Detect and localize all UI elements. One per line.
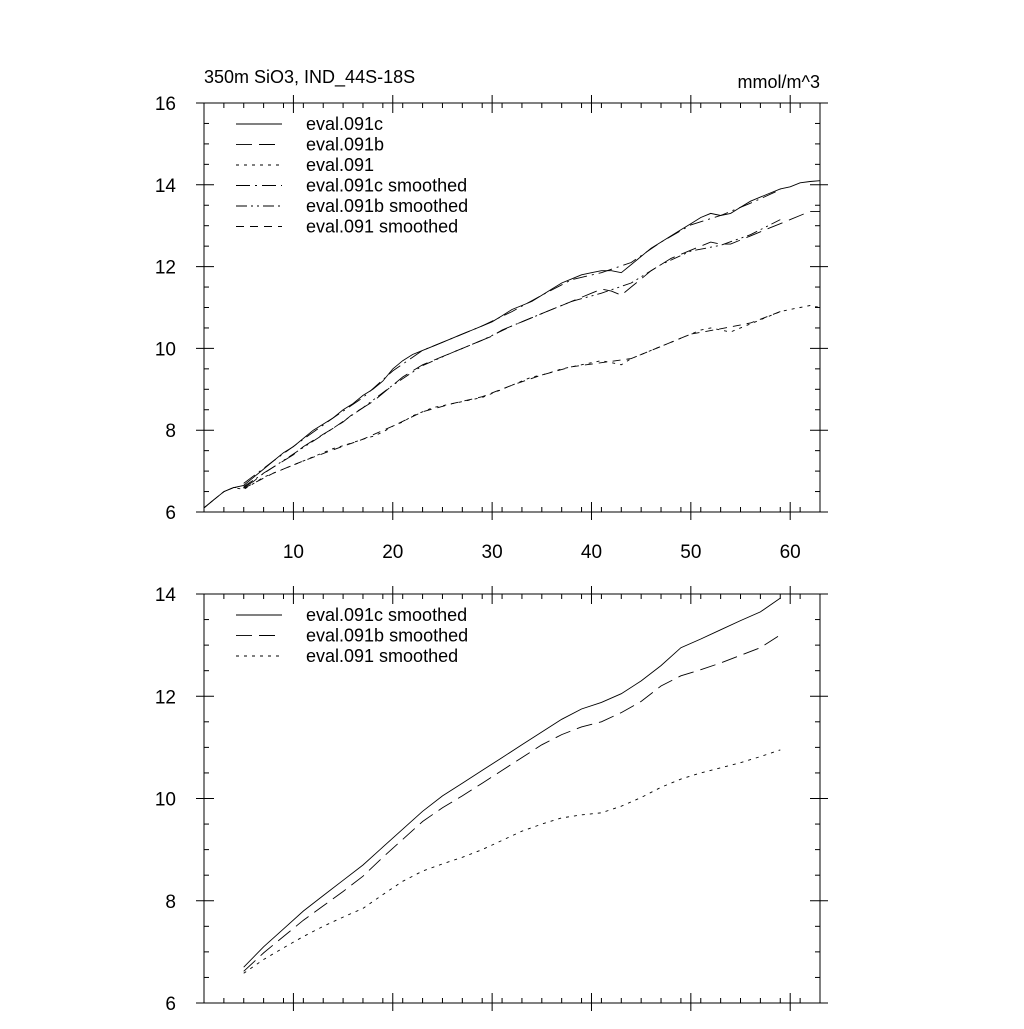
x-tick-label: 30 [482,542,503,563]
x-tick-label: 50 [680,542,701,563]
legend-label: eval.091 smoothed [306,646,458,666]
x-tick-label: 40 [581,542,602,563]
legend-label: eval.091b [306,135,384,155]
plot-frame [203,102,821,513]
legend-label: eval.091 [306,155,374,175]
units-label: mmol/m^3 [738,72,820,92]
y-tick-label: 14 [155,585,177,606]
series-line-eval-091b-smoothed [243,634,781,972]
series-line-eval-091 [203,305,821,509]
series-line-eval-091c [203,180,821,509]
y-tick-label: 8 [165,892,176,913]
legend-label: eval.091c smoothed [306,605,467,625]
y-tick-label: 12 [155,258,176,279]
y-tick-label: 16 [155,94,176,115]
x-tick-label: 10 [283,542,304,563]
x-tick-label: 20 [382,542,403,563]
chart-title: 350m SiO3, IND_44S-18S [204,67,415,88]
y-tick-label: 10 [155,339,176,360]
y-tick-label: 6 [165,994,176,1015]
legend-label: eval.091b smoothed [306,196,468,216]
series-line-eval-091b-smoothed [243,219,781,487]
legend-label: eval.091b smoothed [306,626,468,646]
plot-frame [203,593,821,1004]
legend-label: eval.091 smoothed [306,217,458,237]
series-line-eval-091b [203,210,820,509]
series-line-eval-091c-smoothed [243,597,781,968]
series-line-eval-091c-smoothed [243,189,781,484]
y-tick-label: 6 [165,503,176,524]
panel-1: 10 20 30 40 50 60 6 8 10 12 14 16 350m SiO3, IND_44S… [155,67,828,563]
y-tick-label: 14 [155,176,177,197]
legend-label: eval.091c [306,114,383,134]
x-tick-label: 60 [780,542,801,563]
y-tick-label: 8 [165,421,176,442]
y-tick-label: 12 [155,687,176,708]
series-line-eval-091-smoothed [243,749,781,974]
series-line-eval-091-smoothed [243,311,781,489]
y-tick-label: 10 [155,790,176,811]
legend-label: eval.091c smoothed [306,176,467,196]
